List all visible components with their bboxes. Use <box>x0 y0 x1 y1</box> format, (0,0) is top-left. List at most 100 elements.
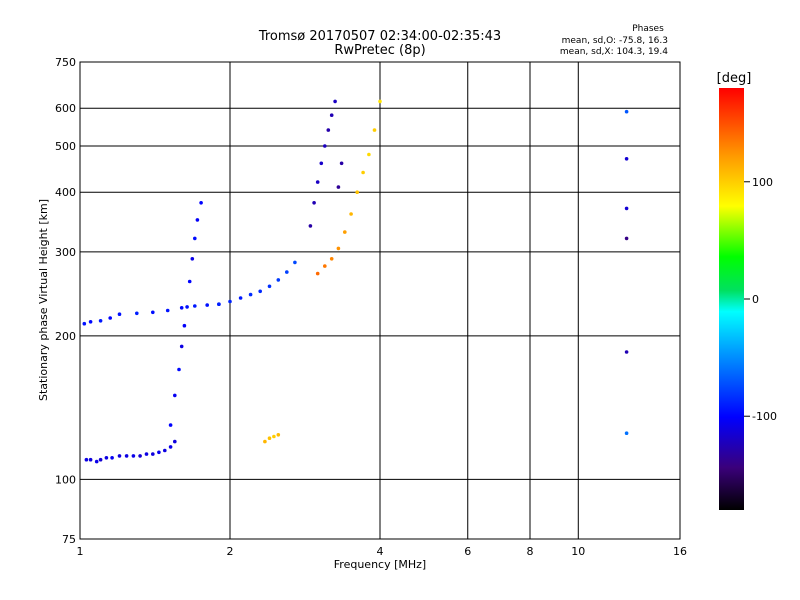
data-point <box>343 230 347 234</box>
data-point <box>319 161 324 166</box>
data-point <box>82 321 87 326</box>
data-point <box>267 436 272 441</box>
y-tick-label: 500 <box>55 140 76 153</box>
data-point <box>326 128 331 132</box>
data-point <box>355 190 360 194</box>
data-point <box>372 128 377 132</box>
data-point <box>94 459 99 464</box>
colorbar-tick-label: 100 <box>752 176 773 189</box>
data-point <box>323 264 327 268</box>
data-point <box>312 201 316 205</box>
colorbar-title: [deg] <box>717 71 752 86</box>
data-point <box>329 113 334 117</box>
colorbar-tick-label: 0 <box>752 293 759 306</box>
data-point <box>308 224 313 228</box>
phase-header: Phases <box>632 24 664 34</box>
data-point <box>293 260 297 265</box>
data-point <box>378 99 382 104</box>
data-point <box>267 284 272 289</box>
data-point <box>108 316 112 320</box>
data-point <box>151 452 155 456</box>
data-point <box>367 152 371 157</box>
y-tick-label: 400 <box>55 186 76 199</box>
y-tick-label: 75 <box>62 533 76 546</box>
data-point <box>315 180 320 184</box>
data-point <box>323 144 327 148</box>
data-point <box>228 299 232 304</box>
data-point <box>624 157 629 161</box>
grid-lines <box>80 62 680 539</box>
x-tick-label: 4 <box>377 545 384 558</box>
data-point <box>157 450 161 455</box>
data-point <box>285 270 289 274</box>
data-point <box>258 289 263 294</box>
data-point <box>349 212 353 216</box>
data-point <box>124 454 129 458</box>
data-point <box>238 296 243 300</box>
data-point <box>138 454 142 458</box>
data-point <box>336 246 341 251</box>
data-point <box>163 448 167 453</box>
data-point <box>336 185 341 189</box>
y-tick-label: 750 <box>55 56 76 69</box>
data-point <box>88 457 93 462</box>
chart-subtitle: RwPretec (8p) <box>334 43 425 58</box>
data-point <box>177 367 181 372</box>
data-point <box>339 161 344 166</box>
y-tick-label: 200 <box>55 330 76 343</box>
data-point <box>168 423 173 427</box>
data-point <box>98 457 103 462</box>
colorbar-tick-label: -100 <box>752 410 777 423</box>
data-point <box>165 308 170 313</box>
x-tick-label: 2 <box>227 545 234 558</box>
y-axis-label: Stationary phase Virtual Height [km] <box>37 199 50 401</box>
data-point <box>624 206 629 211</box>
data-point <box>117 454 122 458</box>
data-point <box>190 257 195 261</box>
data-point <box>104 456 109 460</box>
data-point <box>624 431 629 436</box>
phase-stats-x: mean, sd,X: 104.3, 19.4 <box>560 47 668 57</box>
data-point <box>88 320 93 324</box>
colorbar <box>719 88 744 510</box>
data-point <box>84 457 89 462</box>
data-point <box>195 218 200 222</box>
data-point <box>248 292 253 297</box>
data-point <box>276 433 281 437</box>
data-point <box>168 445 173 449</box>
y-axis-ticks: 75 100 200 300 400 500 600 750 <box>55 56 76 546</box>
data-point <box>173 393 177 398</box>
data-point <box>151 310 155 315</box>
x-tick-label: 6 <box>464 545 471 558</box>
data-point <box>135 311 139 316</box>
data-point <box>110 456 114 460</box>
data-point <box>624 350 629 354</box>
x-tick-label: 10 <box>571 545 585 558</box>
data-point <box>624 109 629 114</box>
data-point <box>217 302 221 307</box>
data-point <box>187 279 192 284</box>
data-point <box>185 305 189 309</box>
y-tick-label: 300 <box>55 246 76 259</box>
data-point <box>624 236 629 241</box>
data-point <box>173 439 177 444</box>
data-point <box>182 323 187 328</box>
data-point <box>117 312 122 317</box>
data-point <box>329 257 334 261</box>
data-point <box>193 236 197 241</box>
x-axis-label: Frequency [MHz] <box>334 558 426 571</box>
data-point <box>179 344 184 349</box>
data-point <box>205 303 209 307</box>
data-point <box>272 434 276 439</box>
y-tick-label: 100 <box>55 473 76 486</box>
data-point <box>199 201 203 205</box>
data-point <box>263 439 267 444</box>
data-point <box>179 306 184 310</box>
data-point <box>193 304 197 308</box>
data-points <box>82 99 629 464</box>
data-point <box>361 170 365 175</box>
x-tick-label: 16 <box>673 545 687 558</box>
data-point <box>131 454 136 458</box>
chart-title: Tromsø 20170507 02:34:00-02:35:43 <box>258 29 501 44</box>
